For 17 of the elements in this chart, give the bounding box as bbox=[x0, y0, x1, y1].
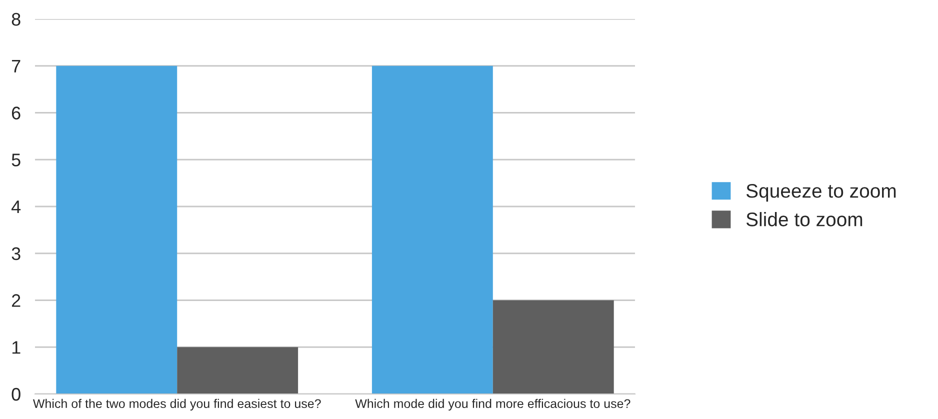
y-tick-label: 1 bbox=[12, 341, 20, 354]
y-tick-label: 8 bbox=[12, 12, 20, 26]
y-tick-label: 3 bbox=[12, 247, 20, 260]
y-tick-label: 0 bbox=[12, 388, 20, 401]
y-tick-label: 7 bbox=[12, 60, 20, 72]
x-tick-label: Which mode did you find more efficacious to use? bbox=[355, 398, 630, 411]
y-tick-label: 4 bbox=[11, 200, 21, 214]
y-tick-label: 5 bbox=[12, 154, 20, 166]
y-tick-label: 6 bbox=[12, 106, 20, 120]
legend-label: Squeeze to zoom bbox=[746, 184, 896, 202]
legend-label: Slide to zoom bbox=[746, 212, 862, 226]
bar bbox=[372, 66, 493, 394]
bar bbox=[492, 300, 614, 394]
x-tick-label: Which of the two modes did you find easiest to use? bbox=[32, 398, 321, 411]
bar bbox=[177, 347, 298, 394]
y-tick-label: 2 bbox=[12, 294, 20, 307]
bar bbox=[56, 66, 178, 394]
